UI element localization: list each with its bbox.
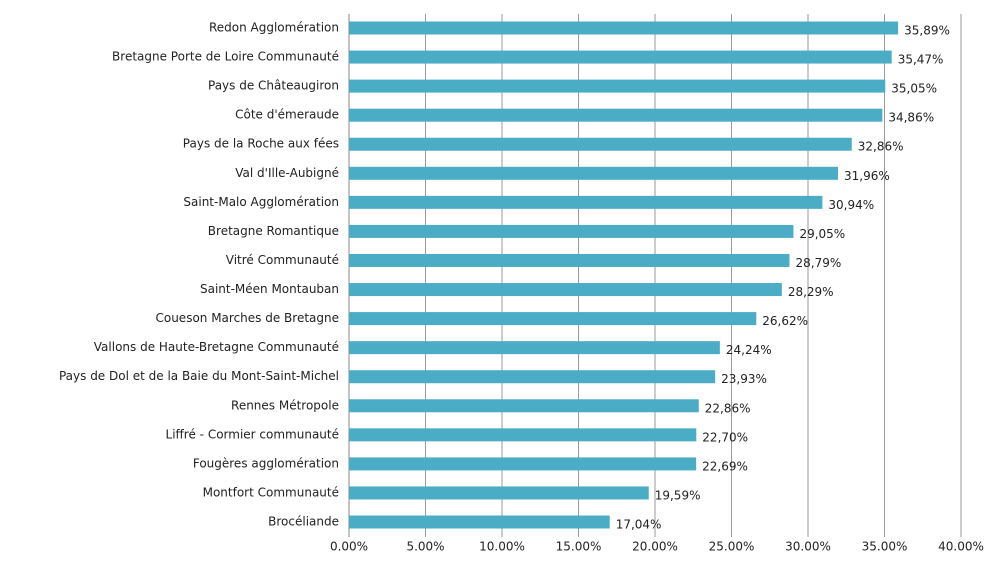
y-tick-label: Val d'Ille-Aubigné (235, 166, 339, 180)
y-tick-label: Liffré - Cormier communauté (166, 427, 339, 441)
y-tick-label: Saint-Malo Agglomération (183, 195, 339, 209)
data-label: 35,05% (891, 82, 937, 96)
data-label: 34,86% (888, 111, 934, 125)
y-tick-label: Pays de Dol et de la Baie du Mont-Saint-… (59, 369, 339, 383)
bar (349, 399, 699, 413)
y-tick-label: Pays de la Roche aux fées (183, 137, 339, 151)
y-tick-label: Montfort Communauté (203, 485, 339, 499)
data-label: 24,24% (726, 343, 772, 357)
y-tick-label: Côte d'émeraude (235, 108, 339, 122)
x-tick-label: 25.00% (709, 540, 755, 554)
bar (349, 515, 610, 529)
y-tick-label: Pays de Châteaugiron (208, 79, 339, 93)
bar (349, 283, 782, 297)
y-tick-label: Brocéliande (268, 515, 339, 529)
data-label: 28,29% (788, 285, 834, 299)
y-tick-label: Redon Agglomération (209, 21, 339, 35)
data-label: 35,47% (898, 53, 944, 67)
data-label: 23,93% (721, 372, 767, 386)
bar (349, 79, 886, 93)
y-tick-label: Rennes Métropole (231, 398, 339, 412)
data-label: 29,05% (799, 227, 845, 241)
bar (349, 428, 697, 442)
bar (349, 253, 790, 267)
y-tick-label: Fougères agglomération (193, 456, 339, 470)
bar (349, 457, 697, 471)
x-tick-label: 0.00% (330, 540, 368, 554)
data-label: 22,86% (705, 401, 751, 415)
bar (349, 486, 649, 500)
x-tick-label: 20.00% (632, 540, 678, 554)
bar (349, 166, 838, 180)
y-tick-label: Bretagne Porte de Loire Communauté (112, 50, 339, 64)
data-label: 31,96% (844, 169, 890, 183)
y-tick-label: Vallons de Haute-Bretagne Communauté (94, 340, 339, 354)
x-tick-label: 40.00% (938, 540, 984, 554)
y-tick-label: Saint-Méen Montauban (200, 282, 339, 296)
bar (349, 370, 716, 384)
bar (349, 312, 757, 326)
data-label: 35,89% (904, 24, 950, 38)
data-label: 22,70% (702, 430, 748, 444)
data-label: 17,04% (616, 518, 662, 532)
bar (349, 137, 852, 151)
bar (349, 108, 883, 122)
bar (349, 195, 823, 209)
x-tick-label: 35.00% (862, 540, 908, 554)
bar (349, 224, 794, 238)
data-label: 19,59% (655, 488, 701, 502)
bar (349, 50, 892, 64)
data-label: 32,86% (858, 140, 904, 154)
x-tick-label: 15.00% (556, 540, 602, 554)
data-label: 26,62% (762, 314, 808, 328)
data-label: 30,94% (828, 198, 874, 212)
y-tick-label: Coueson Marches de Bretagne (155, 311, 339, 325)
data-label: 28,79% (795, 256, 841, 270)
y-tick-label: Bretagne Romantique (208, 224, 339, 238)
y-tick-label: Vitré Communauté (226, 253, 339, 267)
data-label: 22,69% (702, 459, 748, 473)
bar (349, 341, 720, 355)
x-tick-label: 5.00% (406, 540, 444, 554)
bar (349, 21, 899, 35)
x-tick-label: 30.00% (785, 540, 831, 554)
x-tick-label: 10.00% (479, 540, 525, 554)
